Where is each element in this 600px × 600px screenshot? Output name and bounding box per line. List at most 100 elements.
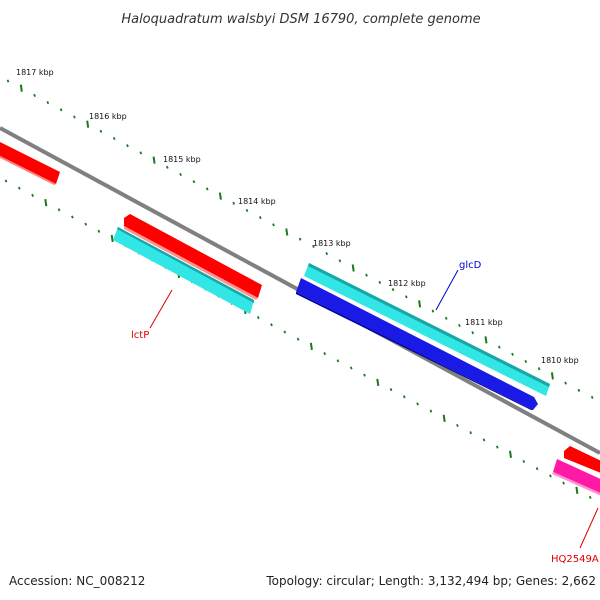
major-tick [484,336,488,344]
minor-tick [429,409,433,413]
minor-tick [365,273,368,277]
minor-tick [469,431,473,435]
gene-glcd-shade [308,263,550,387]
major-tick [309,342,313,351]
minor-tick [495,445,499,449]
gene-arrow-red-2[interactable] [124,214,262,298]
minor-tick [179,172,182,177]
lctp-leader-line [149,289,173,329]
minor-tick [564,381,567,385]
minor-tick [549,474,552,478]
kbp-label: 1814 kbp [238,197,276,206]
minor-tick [71,215,74,219]
gene-label-lctp[interactable]: lctP [131,330,149,341]
minor-tick [444,316,448,320]
minor-tick [338,259,342,263]
major-tick [218,192,222,200]
minor-tick [192,180,196,184]
minor-tick [232,201,236,205]
kbp-label: 1815 kbp [163,155,201,164]
kbp-label: 1810 kbp [541,356,579,365]
gene-arrow-red-3[interactable] [564,446,600,480]
minor-tick [73,115,76,119]
minor-tick [562,481,565,485]
minor-tick [312,244,315,248]
kbp-label: 1812 kbp [388,279,426,288]
minor-tick [577,388,581,392]
inner-tick-track [4,179,592,499]
glcd-leader-line [435,269,459,311]
gene-arrow-red-1-shade [0,156,56,185]
minor-tick [97,229,101,233]
minor-tick [471,331,475,335]
minor-tick [126,144,129,148]
major-tick [351,264,355,272]
minor-tick [298,237,302,241]
minor-tick [165,165,169,169]
minor-tick [482,438,486,442]
minor-tick [139,151,143,155]
major-tick [110,234,114,243]
minor-tick [458,323,461,328]
kbp-label: 1811 kbp [465,318,503,327]
gene-arrow-red-1[interactable] [0,132,60,184]
gene-lctp-shade [117,227,254,303]
accession-text: Accession: NC_008212 [9,574,146,588]
minor-tick [522,459,526,464]
kbp-label: 1813 kbp [313,239,351,248]
minor-tick [323,352,327,356]
minor-tick [4,179,8,183]
minor-tick [391,288,395,292]
major-tick [376,378,380,387]
minor-tick [84,222,88,226]
gene-arrow-red-2-shade [124,226,258,300]
minor-tick [33,93,36,97]
minor-tick [205,187,209,191]
minor-tick [535,467,539,471]
major-tick [152,156,156,164]
minor-tick [57,208,61,212]
minor-tick [363,373,366,377]
gene-glcd[interactable] [304,263,550,396]
minor-tick [31,193,34,197]
minor-tick [537,367,541,371]
minor-tick [258,216,262,220]
minor-tick [349,366,353,370]
major-tick [575,486,579,494]
minor-tick [524,359,528,364]
minor-tick [296,337,300,341]
minor-tick [456,423,459,428]
outer-tick-track [6,79,594,399]
major-tick [550,372,554,380]
minor-tick [272,223,275,227]
gene-hq2549a-shade [552,472,600,496]
major-tick [285,228,289,236]
gene-arrow-blue[interactable] [296,278,538,410]
minor-tick [6,79,10,83]
minor-tick [378,280,382,284]
minor-tick [245,208,249,213]
minor-tick [416,402,419,406]
minor-tick [283,330,287,334]
minor-tick [590,395,594,399]
minor-tick [404,295,408,299]
genome-title: Haloquadratum walsbyi DSM 16790, complet… [121,12,480,27]
major-tick [44,198,48,207]
minor-tick [431,309,435,313]
minor-tick [497,345,501,349]
major-tick [86,120,90,128]
minor-tick [588,495,592,499]
kbp-label: 1816 kbp [89,112,127,121]
gene-arrow-blue-shade [296,292,533,410]
major-tick [19,84,23,92]
minor-tick [325,252,329,256]
gene-label-hq2549a[interactable]: HQ2549A [551,554,599,565]
gene-label-glcd[interactable]: glcD [459,260,482,271]
major-tick [442,414,446,422]
minor-tick [59,108,63,112]
gene-lctp[interactable] [113,227,254,314]
minor-tick [99,129,103,133]
gene-hq2549a[interactable] [553,459,600,500]
minor-tick [256,316,260,320]
